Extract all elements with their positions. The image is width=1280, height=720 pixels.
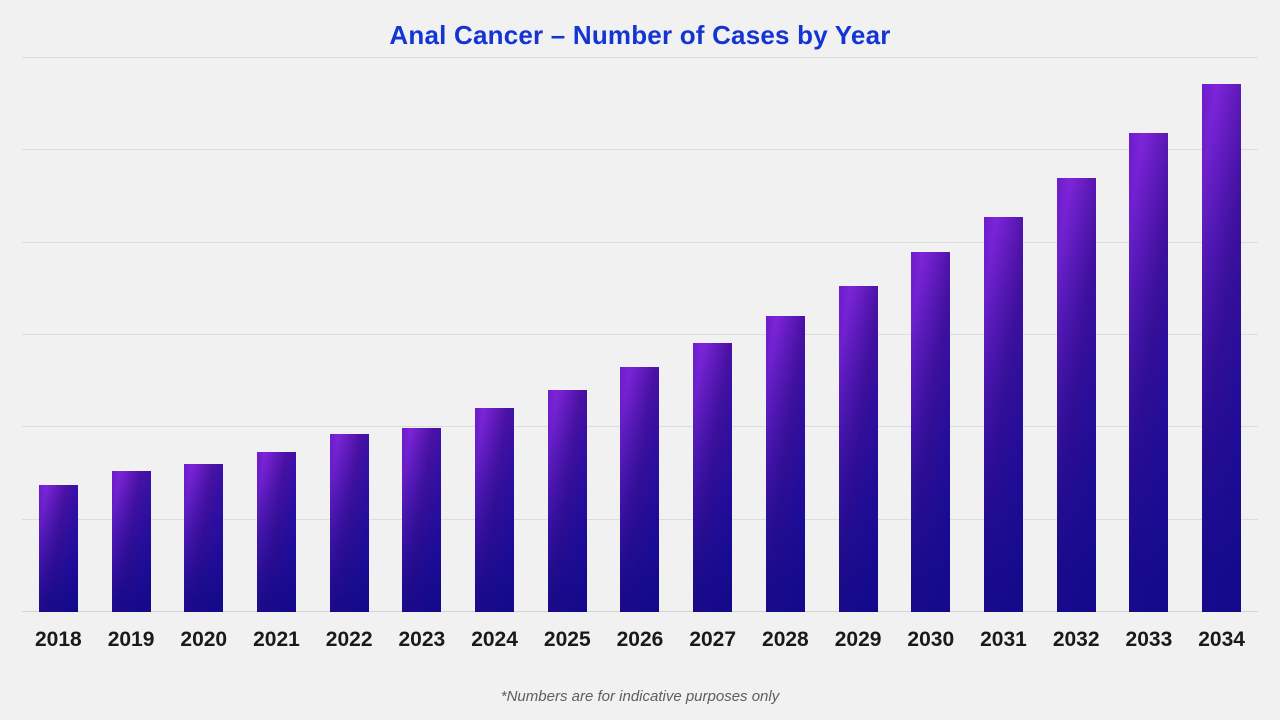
bar-2031 xyxy=(983,216,1023,612)
label-slot: 2019 xyxy=(95,628,168,652)
year-label-2023: 2023 xyxy=(398,628,446,651)
bar-slot xyxy=(386,428,459,612)
year-label-2018: 2018 xyxy=(34,628,82,651)
label-slot: 2034 xyxy=(1185,628,1258,652)
bar-2033 xyxy=(1129,132,1169,612)
bar-2032 xyxy=(1056,178,1096,612)
plot-area xyxy=(22,57,1258,612)
label-slot: 2028 xyxy=(749,628,822,652)
label-slot: 2029 xyxy=(822,628,895,652)
bar-2022 xyxy=(329,433,369,612)
bar-slot xyxy=(749,315,822,612)
label-slot: 2032 xyxy=(1040,628,1113,652)
bar-slot xyxy=(894,251,967,612)
year-label-2025: 2025 xyxy=(543,628,591,651)
label-slot: 2024 xyxy=(458,628,531,652)
year-label-2022: 2022 xyxy=(325,628,373,651)
label-slot: 2033 xyxy=(1113,628,1186,652)
year-label-2021: 2021 xyxy=(253,628,300,651)
year-label-2031: 2031 xyxy=(980,628,1027,651)
year-label-2033: 2033 xyxy=(1125,628,1173,651)
gridline xyxy=(22,241,1258,243)
bars-row xyxy=(22,58,1258,612)
bar-slot xyxy=(458,407,531,612)
bar-2018 xyxy=(38,484,78,612)
bar-2021 xyxy=(256,452,296,612)
year-label-2024: 2024 xyxy=(471,628,518,651)
label-slot: 2025 xyxy=(531,628,604,652)
year-label-2020: 2020 xyxy=(180,628,228,651)
year-label-2019: 2019 xyxy=(107,628,155,651)
year-label-2027: 2027 xyxy=(689,628,737,651)
label-slot: 2031 xyxy=(967,628,1040,652)
x-axis-labels: 2018 2019 2020 2021 2022 2023 2024 2025 2026 2027… xyxy=(22,628,1258,652)
bar-2025 xyxy=(547,389,587,612)
label-slot: 2027 xyxy=(676,628,749,652)
bar-2023 xyxy=(402,428,442,612)
label-slot: 2026 xyxy=(604,628,677,652)
bar-slot xyxy=(313,433,386,612)
year-label-2029: 2029 xyxy=(834,628,882,651)
bar-2020 xyxy=(184,464,224,612)
year-label-2032: 2032 xyxy=(1052,628,1100,651)
label-slot: 2030 xyxy=(894,628,967,652)
bar-2027 xyxy=(693,343,733,612)
chart-title: Anal Cancer – Number of Cases by Year xyxy=(389,20,891,50)
bar-2029 xyxy=(838,286,878,612)
year-label-2034: 2034 xyxy=(1198,628,1245,651)
bar-slot xyxy=(1185,83,1258,612)
year-label-2026: 2026 xyxy=(616,628,664,651)
bar-slot xyxy=(967,216,1040,612)
year-label-2030: 2030 xyxy=(907,628,955,651)
bar-2030 xyxy=(911,251,951,612)
bar-slot xyxy=(531,389,604,612)
gridline xyxy=(22,334,1258,335)
year-label-2028: 2028 xyxy=(762,628,809,651)
bar-slot xyxy=(1040,178,1113,612)
bar-slot xyxy=(604,367,677,612)
footnote: *Numbers are for indicative purposes onl… xyxy=(500,688,780,705)
bar-slot xyxy=(240,452,313,612)
bar-slot xyxy=(676,343,749,612)
bar-2028 xyxy=(765,315,805,612)
bar-slot xyxy=(167,464,240,612)
bar-2026 xyxy=(620,367,660,612)
label-slot: 2022 xyxy=(313,628,386,652)
gridline xyxy=(22,57,1258,58)
label-slot: 2023 xyxy=(386,628,459,652)
label-slot: 2020 xyxy=(167,628,240,652)
gridline xyxy=(22,149,1258,151)
bar-slot xyxy=(22,484,95,612)
bar-slot xyxy=(1113,132,1186,612)
label-slot: 2021 xyxy=(240,628,313,652)
bar-2024 xyxy=(475,407,515,612)
bar-slot xyxy=(95,470,168,612)
bar-2034 xyxy=(1202,83,1242,612)
bar-slot xyxy=(822,286,895,612)
bar-2019 xyxy=(111,470,151,612)
label-slot: 2018 xyxy=(22,628,95,652)
